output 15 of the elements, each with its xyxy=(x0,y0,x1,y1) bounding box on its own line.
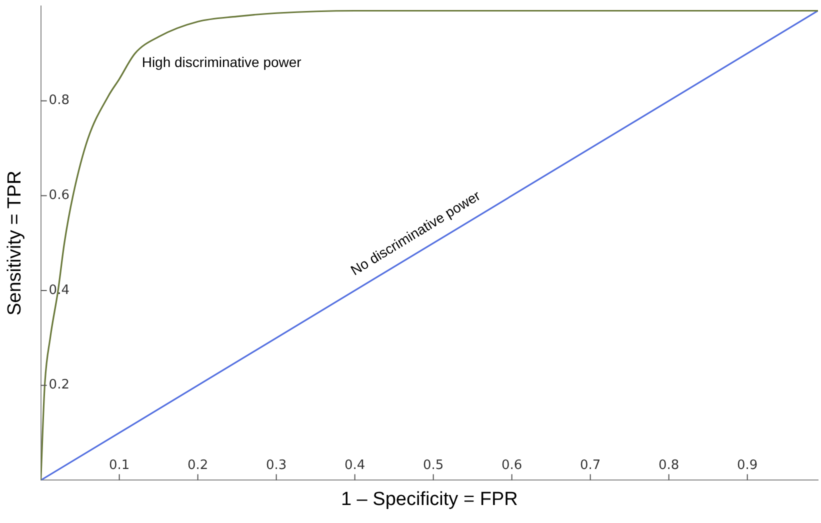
x-tick-label: 0.2 xyxy=(187,458,208,474)
x-tick-label: 0.1 xyxy=(108,458,130,474)
x-tick-label: 0.4 xyxy=(344,458,366,474)
x-tick-label: 0.5 xyxy=(422,458,444,474)
y-tick-label: 0.2 xyxy=(48,378,70,393)
x-axis-title: 1 – Specificity = FPR xyxy=(340,488,518,510)
x-tick-label: 0.8 xyxy=(658,458,680,474)
y-tick-label: 0.8 xyxy=(48,93,70,108)
x-tick-label: 0.3 xyxy=(266,458,287,474)
x-tick-label: 0.7 xyxy=(580,458,601,474)
x-tick-label: 0.9 xyxy=(737,458,758,474)
y-axis-title: Sensitivity = TPR xyxy=(4,170,26,316)
x-tick-label: 0.6 xyxy=(501,458,522,474)
annotation: High discriminative power xyxy=(142,54,302,70)
y-tick-label: 0.6 xyxy=(48,188,70,204)
